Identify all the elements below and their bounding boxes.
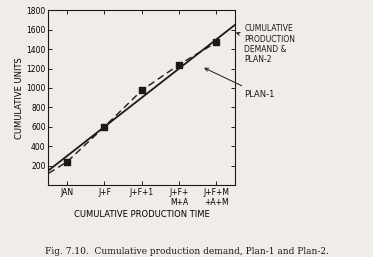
Text: PLAN-1: PLAN-1 [205,68,275,99]
Y-axis label: CUMULATIVE UNITS: CUMULATIVE UNITS [15,57,23,139]
Text: CUMULATIVE
PRODUCTION
DEMAND &
PLAN-2: CUMULATIVE PRODUCTION DEMAND & PLAN-2 [237,24,295,65]
Text: Fig. 7.10.  Cumulative production demand, Plan-1 and Plan-2.: Fig. 7.10. Cumulative production demand,… [44,247,329,256]
Point [101,125,107,129]
X-axis label: CUMULATIVE PRODUCTION TIME: CUMULATIVE PRODUCTION TIME [74,210,210,219]
Point [64,160,70,164]
Point [176,63,182,67]
Point [213,40,219,44]
Point [139,88,145,93]
